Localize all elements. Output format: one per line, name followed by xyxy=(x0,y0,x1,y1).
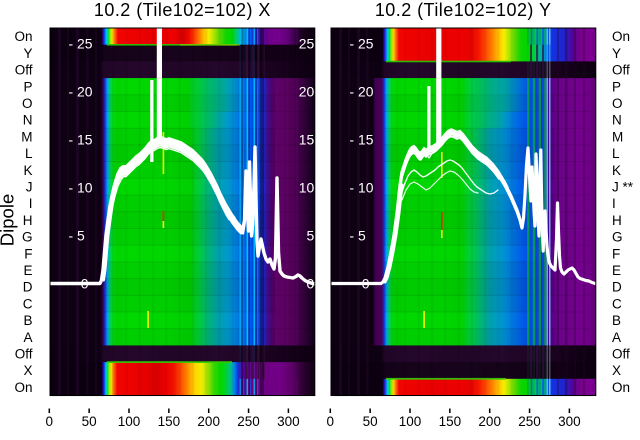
svg-text:On: On xyxy=(612,29,630,44)
svg-text:50: 50 xyxy=(363,414,378,429)
svg-text:D: D xyxy=(23,280,33,295)
svg-text:- 15: - 15 xyxy=(350,131,374,147)
svg-text:B: B xyxy=(612,313,621,328)
svg-text:- 10: - 10 xyxy=(69,179,93,195)
svg-text:0: 0 xyxy=(306,276,314,292)
svg-text:300: 300 xyxy=(558,414,581,429)
svg-text:B: B xyxy=(23,313,32,328)
svg-text:I: I xyxy=(612,196,616,211)
svg-text:L: L xyxy=(612,146,620,161)
svg-text:A: A xyxy=(23,330,32,345)
svg-text:M: M xyxy=(21,129,32,144)
svg-text:Off: Off xyxy=(15,347,33,362)
svg-text:N: N xyxy=(612,113,622,128)
svg-text:5: 5 xyxy=(306,228,314,244)
svg-text:P: P xyxy=(612,79,621,94)
svg-text:- 20: - 20 xyxy=(69,83,93,99)
svg-text:- 5: - 5 xyxy=(350,228,366,244)
svg-text:200: 200 xyxy=(478,414,501,429)
svg-text:100: 100 xyxy=(118,414,141,429)
svg-text:H: H xyxy=(23,213,33,228)
svg-text:J: J xyxy=(26,179,33,194)
svg-text:Off: Off xyxy=(612,63,630,78)
svg-text:0: 0 xyxy=(81,276,89,292)
svg-text:0: 0 xyxy=(327,414,335,429)
svg-text:0: 0 xyxy=(46,414,54,429)
svg-text:Dipole: Dipole xyxy=(0,194,18,246)
svg-text:X: X xyxy=(23,363,32,378)
svg-text:I: I xyxy=(29,196,33,211)
svg-text:250: 250 xyxy=(518,414,541,429)
svg-text:On: On xyxy=(612,380,630,395)
svg-text:C: C xyxy=(23,296,33,311)
svg-text:M: M xyxy=(612,129,623,144)
svg-text:15: 15 xyxy=(299,131,315,147)
svg-text:E: E xyxy=(612,263,621,278)
svg-text:G: G xyxy=(612,230,623,245)
svg-text:O: O xyxy=(612,96,623,111)
svg-text:A: A xyxy=(612,330,621,345)
svg-text:Y: Y xyxy=(23,46,32,61)
svg-text:20: 20 xyxy=(299,83,315,99)
svg-text:L: L xyxy=(25,146,33,161)
svg-text:C: C xyxy=(612,296,622,311)
svg-text:- 10: - 10 xyxy=(350,179,374,195)
svg-text:K: K xyxy=(23,163,32,178)
svg-text:50: 50 xyxy=(82,414,97,429)
svg-text:Y: Y xyxy=(612,46,621,61)
svg-text:150: 150 xyxy=(158,414,181,429)
svg-text:O: O xyxy=(22,96,33,111)
svg-text:H: H xyxy=(612,213,622,228)
svg-text:- 20: - 20 xyxy=(350,83,374,99)
svg-text:X: X xyxy=(612,363,621,378)
svg-text:300: 300 xyxy=(277,414,300,429)
svg-text:250: 250 xyxy=(237,414,260,429)
svg-text:150: 150 xyxy=(439,414,462,429)
svg-text:D: D xyxy=(612,280,622,295)
svg-text:P: P xyxy=(23,79,32,94)
svg-text:F: F xyxy=(612,246,620,261)
svg-text:0: 0 xyxy=(362,276,370,292)
svg-text:- 15: - 15 xyxy=(69,131,93,147)
svg-text:On: On xyxy=(14,380,32,395)
svg-text:- 5: - 5 xyxy=(69,228,85,244)
svg-text:- 25: - 25 xyxy=(69,35,93,51)
svg-text:E: E xyxy=(23,263,32,278)
svg-text:N: N xyxy=(23,113,33,128)
svg-text:10: 10 xyxy=(299,179,315,195)
svg-text:10.2 (Tile102=102) Y: 10.2 (Tile102=102) Y xyxy=(375,0,552,20)
svg-text:Off: Off xyxy=(15,63,33,78)
svg-text:K: K xyxy=(612,163,621,178)
svg-text:10.2 (Tile102=102) X: 10.2 (Tile102=102) X xyxy=(94,0,271,20)
svg-text:- 25: - 25 xyxy=(350,35,374,51)
svg-text:25: 25 xyxy=(299,35,315,51)
svg-text:F: F xyxy=(24,246,32,261)
svg-text:Off: Off xyxy=(612,347,630,362)
svg-text:100: 100 xyxy=(399,414,422,429)
svg-text:200: 200 xyxy=(197,414,220,429)
svg-text:On: On xyxy=(14,29,32,44)
svg-text:G: G xyxy=(22,230,33,245)
svg-text:J **: J ** xyxy=(612,179,634,194)
